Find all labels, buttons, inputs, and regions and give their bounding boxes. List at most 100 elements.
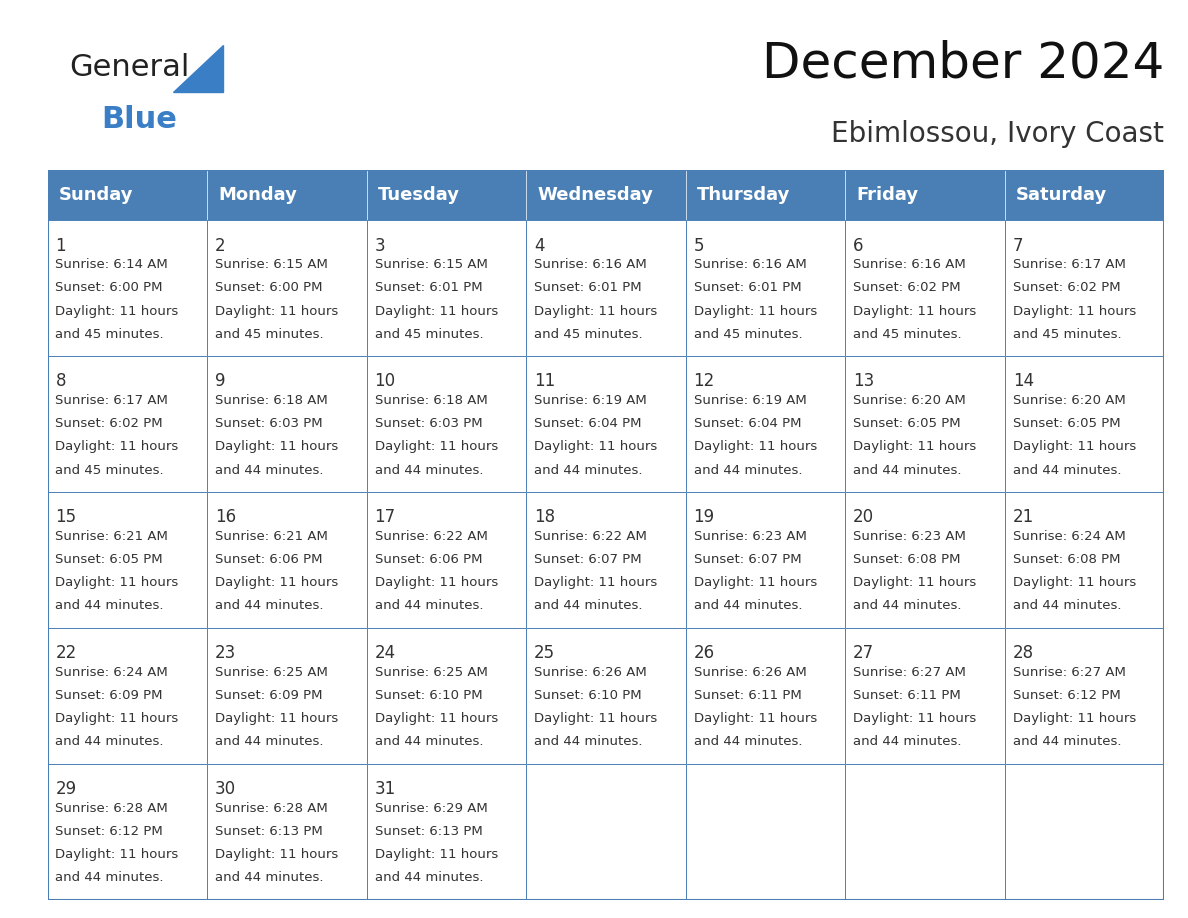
Text: 2: 2 bbox=[215, 237, 226, 254]
Text: Sunset: 6:06 PM: Sunset: 6:06 PM bbox=[374, 554, 482, 566]
Text: 20: 20 bbox=[853, 509, 874, 526]
Text: Blue: Blue bbox=[101, 106, 177, 134]
Text: 13: 13 bbox=[853, 373, 874, 390]
FancyBboxPatch shape bbox=[845, 220, 1005, 356]
Text: and 44 minutes.: and 44 minutes. bbox=[56, 599, 164, 612]
Polygon shape bbox=[172, 45, 223, 92]
Text: and 45 minutes.: and 45 minutes. bbox=[374, 328, 484, 341]
Text: Sunset: 6:03 PM: Sunset: 6:03 PM bbox=[215, 418, 323, 431]
Text: Sunset: 6:04 PM: Sunset: 6:04 PM bbox=[694, 418, 801, 431]
FancyBboxPatch shape bbox=[685, 764, 845, 900]
Text: 11: 11 bbox=[535, 373, 555, 390]
Text: Daylight: 11 hours: Daylight: 11 hours bbox=[215, 848, 339, 861]
Text: Sunset: 6:10 PM: Sunset: 6:10 PM bbox=[535, 689, 642, 702]
Text: Daylight: 11 hours: Daylight: 11 hours bbox=[535, 577, 657, 589]
Text: and 45 minutes.: and 45 minutes. bbox=[215, 328, 323, 341]
Text: Sunrise: 6:26 AM: Sunrise: 6:26 AM bbox=[694, 666, 807, 679]
FancyBboxPatch shape bbox=[48, 170, 207, 220]
Text: and 44 minutes.: and 44 minutes. bbox=[694, 599, 802, 612]
Text: Daylight: 11 hours: Daylight: 11 hours bbox=[1012, 441, 1136, 453]
Text: and 44 minutes.: and 44 minutes. bbox=[535, 464, 643, 476]
Text: Monday: Monday bbox=[219, 186, 297, 204]
Text: and 44 minutes.: and 44 minutes. bbox=[853, 599, 961, 612]
FancyBboxPatch shape bbox=[845, 492, 1005, 628]
FancyBboxPatch shape bbox=[367, 492, 526, 628]
FancyBboxPatch shape bbox=[207, 170, 367, 220]
FancyBboxPatch shape bbox=[685, 170, 845, 220]
Text: Daylight: 11 hours: Daylight: 11 hours bbox=[374, 848, 498, 861]
Text: 29: 29 bbox=[56, 780, 76, 798]
FancyBboxPatch shape bbox=[526, 220, 685, 356]
FancyBboxPatch shape bbox=[207, 220, 367, 356]
FancyBboxPatch shape bbox=[207, 764, 367, 900]
Text: Daylight: 11 hours: Daylight: 11 hours bbox=[374, 441, 498, 453]
FancyBboxPatch shape bbox=[1005, 220, 1164, 356]
Text: Sunrise: 6:29 AM: Sunrise: 6:29 AM bbox=[374, 801, 487, 815]
Text: Daylight: 11 hours: Daylight: 11 hours bbox=[853, 441, 977, 453]
Text: Sunrise: 6:16 AM: Sunrise: 6:16 AM bbox=[694, 258, 807, 272]
Text: Sunset: 6:12 PM: Sunset: 6:12 PM bbox=[56, 825, 163, 838]
Text: Sunrise: 6:21 AM: Sunrise: 6:21 AM bbox=[215, 530, 328, 543]
Text: Sunrise: 6:25 AM: Sunrise: 6:25 AM bbox=[215, 666, 328, 679]
FancyBboxPatch shape bbox=[1005, 628, 1164, 764]
Text: Daylight: 11 hours: Daylight: 11 hours bbox=[535, 441, 657, 453]
Text: and 44 minutes.: and 44 minutes. bbox=[535, 735, 643, 748]
FancyBboxPatch shape bbox=[1005, 356, 1164, 492]
Text: 18: 18 bbox=[535, 509, 555, 526]
Text: 15: 15 bbox=[56, 509, 76, 526]
Text: Daylight: 11 hours: Daylight: 11 hours bbox=[1012, 712, 1136, 725]
Text: Daylight: 11 hours: Daylight: 11 hours bbox=[1012, 305, 1136, 318]
Text: Daylight: 11 hours: Daylight: 11 hours bbox=[1012, 577, 1136, 589]
FancyBboxPatch shape bbox=[367, 628, 526, 764]
Text: Sunrise: 6:20 AM: Sunrise: 6:20 AM bbox=[853, 394, 966, 408]
Text: Daylight: 11 hours: Daylight: 11 hours bbox=[56, 577, 178, 589]
Text: and 44 minutes.: and 44 minutes. bbox=[215, 871, 323, 884]
Text: Sunrise: 6:26 AM: Sunrise: 6:26 AM bbox=[535, 666, 646, 679]
FancyBboxPatch shape bbox=[845, 628, 1005, 764]
Text: 1: 1 bbox=[56, 237, 67, 254]
Text: Sunrise: 6:14 AM: Sunrise: 6:14 AM bbox=[56, 258, 169, 272]
Text: 3: 3 bbox=[374, 237, 385, 254]
Text: 9: 9 bbox=[215, 373, 226, 390]
Text: Sunset: 6:07 PM: Sunset: 6:07 PM bbox=[535, 554, 642, 566]
Text: Daylight: 11 hours: Daylight: 11 hours bbox=[694, 712, 817, 725]
Text: Sunset: 6:03 PM: Sunset: 6:03 PM bbox=[374, 418, 482, 431]
FancyBboxPatch shape bbox=[367, 220, 526, 356]
Text: 17: 17 bbox=[374, 509, 396, 526]
Text: and 45 minutes.: and 45 minutes. bbox=[853, 328, 962, 341]
Text: and 44 minutes.: and 44 minutes. bbox=[374, 599, 484, 612]
Text: 12: 12 bbox=[694, 373, 715, 390]
Text: General: General bbox=[69, 52, 189, 82]
Text: and 44 minutes.: and 44 minutes. bbox=[374, 871, 484, 884]
Text: Daylight: 11 hours: Daylight: 11 hours bbox=[853, 577, 977, 589]
Text: Sunset: 6:13 PM: Sunset: 6:13 PM bbox=[215, 825, 323, 838]
Text: Sunrise: 6:18 AM: Sunrise: 6:18 AM bbox=[215, 394, 328, 408]
Text: Sunset: 6:09 PM: Sunset: 6:09 PM bbox=[56, 689, 163, 702]
Text: Sunset: 6:05 PM: Sunset: 6:05 PM bbox=[56, 554, 163, 566]
Text: 24: 24 bbox=[374, 644, 396, 662]
Text: Sunrise: 6:27 AM: Sunrise: 6:27 AM bbox=[1012, 666, 1125, 679]
Text: Sunrise: 6:19 AM: Sunrise: 6:19 AM bbox=[535, 394, 646, 408]
Text: 6: 6 bbox=[853, 237, 864, 254]
Text: December 2024: December 2024 bbox=[762, 39, 1164, 87]
Text: 7: 7 bbox=[1012, 237, 1023, 254]
Text: Thursday: Thursday bbox=[697, 186, 790, 204]
Text: Sunrise: 6:17 AM: Sunrise: 6:17 AM bbox=[1012, 258, 1125, 272]
Text: 5: 5 bbox=[694, 237, 704, 254]
Text: Sunrise: 6:15 AM: Sunrise: 6:15 AM bbox=[215, 258, 328, 272]
Text: Sunset: 6:13 PM: Sunset: 6:13 PM bbox=[374, 825, 482, 838]
Text: Sunrise: 6:18 AM: Sunrise: 6:18 AM bbox=[374, 394, 487, 408]
Text: Daylight: 11 hours: Daylight: 11 hours bbox=[215, 712, 339, 725]
Text: Daylight: 11 hours: Daylight: 11 hours bbox=[694, 305, 817, 318]
Text: Sunrise: 6:21 AM: Sunrise: 6:21 AM bbox=[56, 530, 169, 543]
Text: Saturday: Saturday bbox=[1016, 186, 1107, 204]
FancyBboxPatch shape bbox=[845, 764, 1005, 900]
FancyBboxPatch shape bbox=[48, 356, 207, 492]
FancyBboxPatch shape bbox=[48, 220, 207, 356]
Text: and 44 minutes.: and 44 minutes. bbox=[215, 599, 323, 612]
Text: and 44 minutes.: and 44 minutes. bbox=[374, 464, 484, 476]
Text: Sunset: 6:00 PM: Sunset: 6:00 PM bbox=[215, 282, 322, 295]
Text: Sunrise: 6:17 AM: Sunrise: 6:17 AM bbox=[56, 394, 169, 408]
Text: Tuesday: Tuesday bbox=[378, 186, 460, 204]
Text: Sunrise: 6:22 AM: Sunrise: 6:22 AM bbox=[374, 530, 487, 543]
